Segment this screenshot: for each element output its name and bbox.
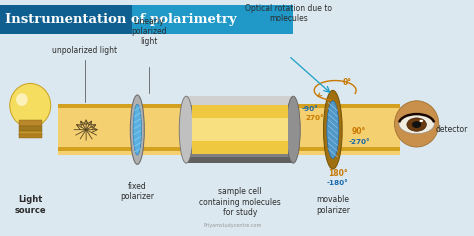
Text: Optical rotation due to
molecules: Optical rotation due to molecules (245, 4, 332, 23)
Text: Linearly
polarized
light: Linearly polarized light (131, 17, 167, 46)
FancyBboxPatch shape (18, 131, 42, 135)
FancyBboxPatch shape (58, 147, 401, 151)
Text: -180°: -180° (327, 180, 348, 186)
Ellipse shape (179, 96, 193, 163)
FancyBboxPatch shape (186, 96, 293, 105)
Text: -90°: -90° (302, 106, 319, 112)
Text: Instrumentation of polarimetry: Instrumentation of polarimetry (5, 13, 236, 26)
Text: 0°: 0° (342, 78, 351, 87)
FancyBboxPatch shape (18, 120, 42, 126)
FancyBboxPatch shape (18, 126, 42, 131)
FancyBboxPatch shape (132, 5, 293, 34)
FancyBboxPatch shape (192, 105, 288, 154)
FancyBboxPatch shape (18, 134, 42, 138)
Text: 270°: 270° (306, 115, 325, 122)
Ellipse shape (412, 121, 421, 128)
FancyBboxPatch shape (58, 104, 401, 108)
Ellipse shape (327, 101, 339, 159)
Text: detector: detector (435, 125, 468, 134)
Ellipse shape (324, 90, 342, 169)
Ellipse shape (16, 93, 27, 106)
Ellipse shape (407, 118, 427, 131)
Text: 180°: 180° (328, 169, 347, 178)
FancyBboxPatch shape (58, 104, 401, 155)
Ellipse shape (10, 84, 51, 127)
Text: -270°: -270° (349, 139, 371, 145)
Text: unpolarized light: unpolarized light (52, 46, 117, 55)
FancyBboxPatch shape (186, 157, 293, 163)
Ellipse shape (419, 120, 423, 122)
Ellipse shape (286, 96, 300, 163)
FancyBboxPatch shape (0, 5, 132, 34)
Ellipse shape (394, 101, 439, 147)
Text: sample cell
containing molecules
for study: sample cell containing molecules for stu… (199, 187, 281, 217)
Ellipse shape (130, 95, 144, 164)
Text: movable
polarizer: movable polarizer (316, 195, 350, 215)
Text: Light
source: Light source (14, 195, 46, 215)
Ellipse shape (399, 114, 434, 134)
FancyBboxPatch shape (186, 96, 293, 163)
FancyBboxPatch shape (192, 118, 288, 141)
Text: 90°: 90° (352, 127, 366, 136)
Text: Priyamstudycentre.com: Priyamstudycentre.com (203, 223, 262, 228)
Ellipse shape (133, 104, 142, 155)
Text: fixed
polarizer: fixed polarizer (120, 182, 155, 201)
